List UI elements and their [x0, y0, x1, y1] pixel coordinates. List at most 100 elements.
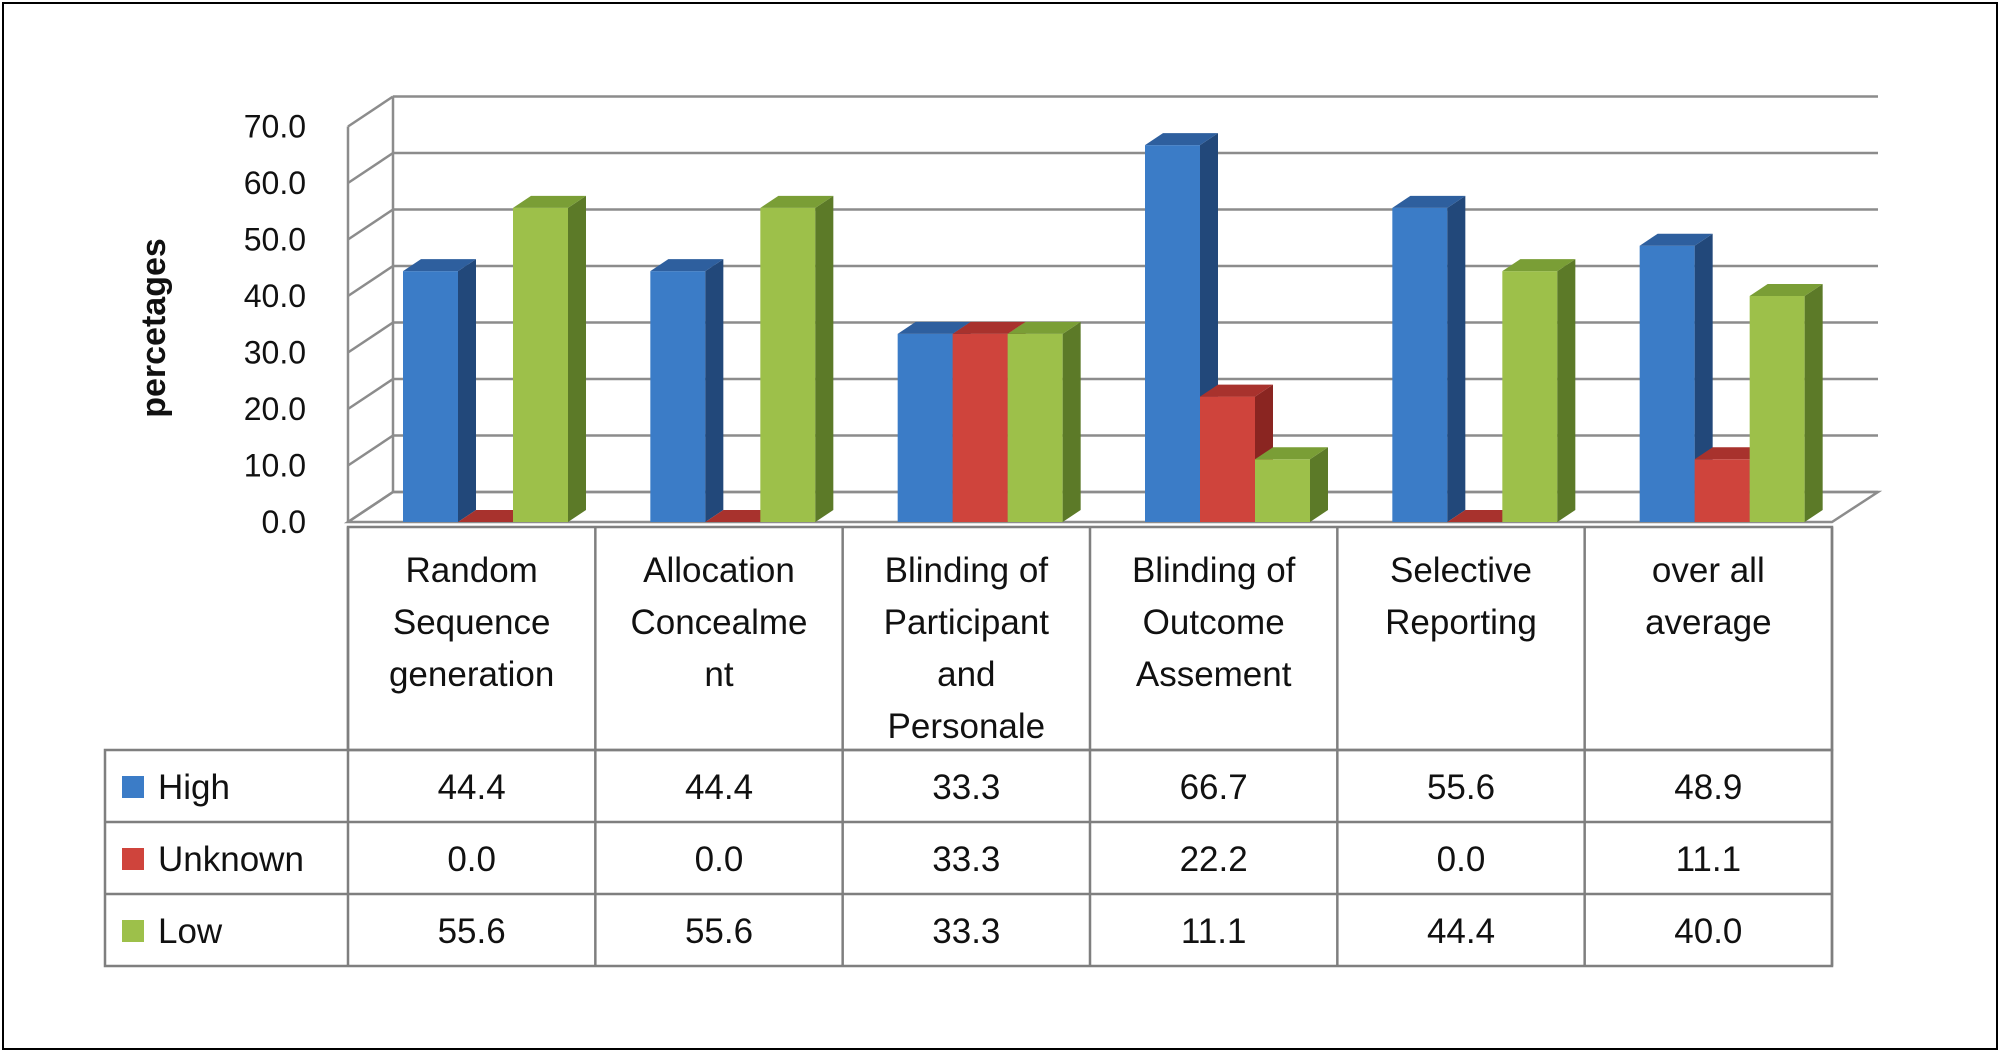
- data-label: 55.6: [438, 912, 506, 951]
- floor: [343, 490, 1883, 524]
- gridlines: [343, 95, 1883, 524]
- legend-key-low: [122, 920, 144, 942]
- bar-high-2: [650, 259, 724, 522]
- bar-top: [650, 259, 724, 272]
- legend-label: Low: [158, 912, 223, 951]
- bar-front: [650, 271, 706, 522]
- bar-front: [513, 207, 568, 523]
- y-tick-label: 70.0: [244, 109, 306, 145]
- data-table: Random Sequence generation Allocation Concea…: [103, 525, 1834, 968]
- category-label-line: Blinding of: [1132, 551, 1296, 590]
- bar-top: [1145, 133, 1218, 146]
- category-label-line: average: [1645, 603, 1771, 642]
- bar-top: [1639, 233, 1713, 246]
- bar-front: [1502, 271, 1558, 522]
- bar-front: [1694, 459, 1750, 522]
- data-label: 33.3: [932, 912, 1000, 951]
- bar-front: [1200, 396, 1255, 522]
- bar-low-6: [1749, 284, 1823, 522]
- y-tick-label: 60.0: [244, 165, 306, 201]
- bar-front: [403, 271, 458, 522]
- category-label-line: nt: [704, 655, 733, 694]
- data-label: 33.3: [932, 840, 1000, 879]
- category-label: Random Sequence generation: [389, 551, 554, 694]
- category-label-line: over all: [1652, 551, 1765, 590]
- category-label-line: Sequence: [393, 603, 551, 642]
- category-label-line: and: [937, 655, 995, 694]
- category-label-line: generation: [389, 655, 554, 694]
- y-tick-label: 30.0: [244, 335, 306, 371]
- bar-top: [458, 510, 531, 522]
- legend-key-unknown: [122, 848, 144, 870]
- bar-front: [897, 333, 953, 522]
- bar-low-3: [1007, 321, 1081, 522]
- gridline-depth: [347, 264, 394, 298]
- bar-top: [1255, 447, 1328, 460]
- bar-front: [952, 333, 1008, 522]
- bar-top: [1007, 321, 1081, 334]
- data-label: 33.3: [932, 768, 1000, 807]
- bar-side: [1447, 195, 1466, 523]
- bar-top: [403, 259, 476, 272]
- y-tick-labels: 0.0 10.0 20.0 30.0 40.0 50.0 60.0 70.0: [244, 109, 306, 541]
- data-label: 44.4: [685, 768, 753, 807]
- category-label-line: Outcome: [1143, 603, 1285, 642]
- category-label-line: Concealme: [630, 603, 807, 642]
- bar-top: [952, 321, 1026, 334]
- category-label-line: Personale: [888, 707, 1046, 746]
- category-label: over all average: [1645, 551, 1771, 642]
- data-label: 0.0: [447, 840, 496, 879]
- data-label: 11.1: [1181, 912, 1247, 951]
- bar-top: [897, 321, 971, 334]
- category-label: Selective Reporting: [1385, 551, 1537, 642]
- bar-side: [1557, 259, 1576, 522]
- category-label: Blinding of Participant and Personale: [884, 551, 1050, 746]
- data-label: 0.0: [1437, 840, 1486, 879]
- data-label: 48.9: [1674, 768, 1742, 807]
- bar-unknown-2: [705, 510, 779, 522]
- bar-top: [1502, 259, 1576, 272]
- bar-side: [705, 259, 724, 522]
- legend-key-high: [122, 776, 144, 798]
- data-label: 22.2: [1180, 840, 1248, 879]
- category-label-line: Reporting: [1385, 603, 1537, 642]
- bar-high-1: [403, 259, 476, 522]
- bar-low-4: [1255, 447, 1328, 522]
- gridline-depth: [347, 434, 394, 467]
- gridline-depth: [347, 377, 394, 411]
- bar-high-6: [1639, 233, 1713, 522]
- category-label-line: Participant: [884, 603, 1050, 642]
- data-label: 0.0: [695, 840, 744, 879]
- bar-top: [760, 195, 834, 208]
- bar-side: [1062, 321, 1081, 522]
- bar-low-5: [1502, 259, 1576, 522]
- bar-front: [1007, 333, 1063, 522]
- legend-label: Unknown: [158, 840, 304, 879]
- category-label-line: Blinding of: [885, 551, 1049, 590]
- data-label: 66.7: [1180, 768, 1248, 807]
- data-label: 44.4: [1427, 912, 1495, 951]
- bar-top: [1200, 384, 1273, 397]
- data-label: 55.6: [1427, 768, 1495, 807]
- y-axis-label: percetages: [135, 238, 173, 418]
- bar-side: [1694, 233, 1713, 522]
- bar-front: [1145, 145, 1200, 522]
- y-tick-label: 40.0: [244, 278, 306, 314]
- bar-side: [568, 195, 586, 523]
- gridline-depth: [347, 208, 394, 241]
- bar-side: [815, 195, 834, 523]
- gridline-depth: [347, 95, 394, 128]
- bar-side: [458, 259, 476, 522]
- bar-front: [1255, 459, 1310, 522]
- bar-unknown-1: [458, 510, 531, 522]
- category-label-line: Allocation: [643, 551, 795, 590]
- bar-top: [705, 510, 779, 522]
- bar-top: [1694, 447, 1768, 460]
- category-label: Allocation Concealme nt: [630, 551, 807, 694]
- bar-unknown-5: [1447, 510, 1521, 522]
- data-label: 11.1: [1676, 840, 1742, 879]
- bar-top: [513, 195, 586, 208]
- bar-front: [1749, 296, 1805, 522]
- category-label-line: Assement: [1136, 655, 1292, 694]
